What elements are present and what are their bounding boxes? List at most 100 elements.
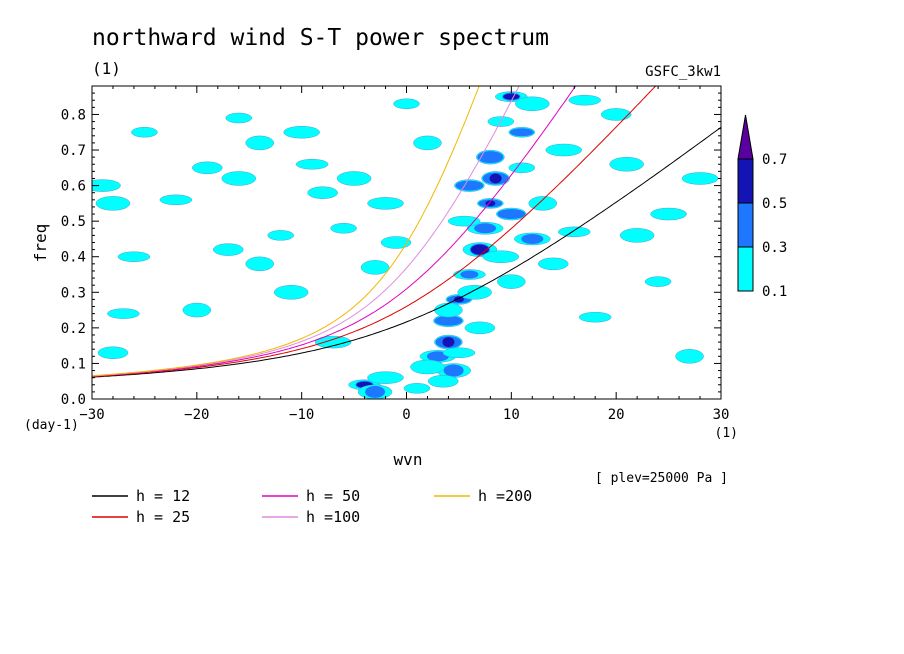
contour-blob xyxy=(453,296,464,303)
contour-blob xyxy=(307,186,338,199)
contour-blob xyxy=(410,359,445,375)
contour-blob xyxy=(159,194,193,206)
colorbar: 0.1 0.3 0.5 0.7 xyxy=(737,114,787,300)
dispersion-curve-h25 xyxy=(92,86,657,378)
contour-blob xyxy=(619,228,655,243)
contour-blob xyxy=(273,285,309,300)
contour-blob xyxy=(681,172,719,185)
contour-blob xyxy=(367,197,404,210)
contour-blob xyxy=(557,226,591,238)
contour-blob xyxy=(182,302,212,318)
dataset-label: GSFC_3kw1 xyxy=(645,64,721,80)
contour-blob xyxy=(97,346,129,360)
y-tick-label: 0.4 xyxy=(61,250,86,266)
contour-blob xyxy=(225,112,253,124)
chart-subtitle: (1) xyxy=(92,59,121,78)
colorbar-label: 0.3 xyxy=(762,240,787,256)
contour-blob xyxy=(360,260,390,275)
contour-blob xyxy=(538,257,569,271)
colorbar-label: 0.1 xyxy=(762,284,787,300)
x-tick-label: −30 xyxy=(79,407,104,423)
colorbar-label: 0.7 xyxy=(762,152,787,168)
y-tick-label: 0.6 xyxy=(61,179,86,195)
y-unit-label: (day-1) xyxy=(24,418,79,433)
contour-blob xyxy=(267,230,294,241)
x-tick-label: 30 xyxy=(713,407,730,423)
contour-blob xyxy=(650,207,687,221)
contour-blob xyxy=(675,349,704,364)
contour-blob xyxy=(393,98,420,110)
y-axis-label: freq xyxy=(31,224,50,263)
y-tick-label: 0.5 xyxy=(61,214,86,230)
contour-blob xyxy=(427,374,459,388)
contour-blob xyxy=(380,236,412,249)
contour-blob xyxy=(221,171,257,186)
dispersion-curve-h200 xyxy=(92,86,480,377)
colorbar-segment xyxy=(737,158,754,204)
axes: −30 −20 −10 0 10 20 30 0.0 0.1 0.2 0.3 0.4 0.5 0.6 0.7… xyxy=(61,86,730,423)
contour-blob xyxy=(545,143,582,157)
x-tick-label: −20 xyxy=(184,407,209,423)
contour-blob xyxy=(92,179,121,192)
contour-blob xyxy=(497,274,526,289)
colorbar-segment xyxy=(737,202,754,248)
contour-blob xyxy=(460,270,479,279)
contour-blob xyxy=(600,108,632,121)
x-unit-label: (1) xyxy=(715,426,738,441)
contour-blob xyxy=(578,311,612,323)
contour-blob xyxy=(434,302,463,318)
contour-blob xyxy=(442,347,476,359)
x-tick-label: −10 xyxy=(289,407,314,423)
contour-blob xyxy=(447,215,481,227)
x-tick-label: 20 xyxy=(608,407,625,423)
contour-blob xyxy=(213,243,244,256)
legend-label: h = 50 xyxy=(306,487,360,505)
contour-blob xyxy=(434,315,463,326)
contour-blob xyxy=(515,96,550,112)
x-tick-label: 10 xyxy=(503,407,520,423)
contour-blob xyxy=(192,161,223,175)
contour-blob xyxy=(245,256,274,272)
contour-blob xyxy=(336,171,372,186)
contour-blob xyxy=(521,233,544,244)
plev-annotation: [ plev=25000 Pa ] xyxy=(595,471,728,486)
contour-blob xyxy=(131,126,158,138)
contour-blob xyxy=(442,337,455,348)
y-tick-label: 0.0 xyxy=(61,392,86,408)
contour-blob xyxy=(245,135,274,151)
contour-blob xyxy=(314,335,352,349)
x-tick-label: 0 xyxy=(402,407,410,423)
contour-blob xyxy=(457,285,492,300)
contour-blob xyxy=(117,251,151,262)
y-tick-label: 0.7 xyxy=(61,143,86,159)
dispersion-curves xyxy=(92,86,721,378)
contour-blob xyxy=(330,223,357,234)
y-tick-label: 0.8 xyxy=(61,107,86,123)
legend-label: h =200 xyxy=(478,487,532,505)
legend-label: h =100 xyxy=(306,508,360,526)
contour-blob xyxy=(443,364,464,377)
contour-blob xyxy=(489,173,502,184)
contour-blob xyxy=(528,196,558,211)
contour-blob xyxy=(403,383,431,394)
colorbar-label: 0.5 xyxy=(762,196,787,212)
contour-blob xyxy=(497,209,526,220)
contour-blob xyxy=(509,128,534,137)
contour-blob xyxy=(482,250,520,263)
legend-label: h = 25 xyxy=(136,508,190,526)
colorbar-segment xyxy=(737,246,754,292)
plot-area xyxy=(92,86,721,399)
legend: h = 12 h = 25 h = 50 h =100 h =200 xyxy=(92,487,532,526)
colorbar-triangle xyxy=(737,114,754,160)
contour-blob xyxy=(295,159,329,170)
power-contours xyxy=(92,91,719,399)
contour-blob xyxy=(503,93,520,100)
contour-blob xyxy=(283,125,320,139)
contour-blob xyxy=(413,135,442,151)
dispersion-curve-h12 xyxy=(92,126,721,378)
contour-blob xyxy=(609,157,644,172)
contour-blob xyxy=(508,162,536,174)
contour-blob xyxy=(367,371,404,384)
x-axis-label: wvn xyxy=(394,450,423,469)
